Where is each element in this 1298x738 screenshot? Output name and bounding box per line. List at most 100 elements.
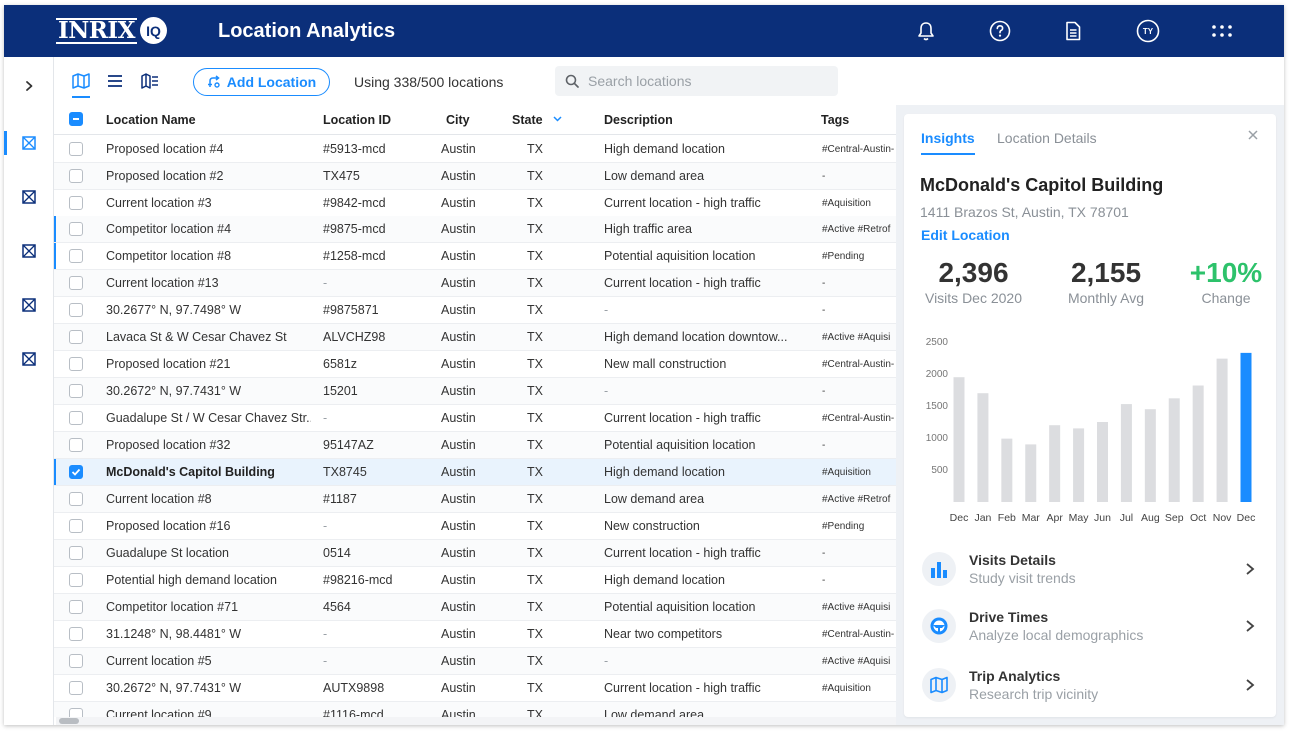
close-icon[interactable] — [1246, 128, 1260, 142]
select-all-checkbox[interactable] — [69, 112, 83, 126]
row-checkbox[interactable] — [69, 249, 83, 263]
tab-location-details[interactable]: Location Details — [997, 130, 1097, 146]
cell-state: TX — [527, 546, 543, 560]
chart-bar[interactable] — [977, 393, 989, 502]
horizontal-scrollbar[interactable] — [56, 717, 896, 725]
table-row[interactable]: Proposed location #2 TX475 Austin TX Low dem… — [54, 163, 896, 190]
split-view-icon[interactable] — [140, 71, 160, 91]
row-checkbox[interactable] — [69, 384, 83, 398]
row-checkbox[interactable] — [69, 546, 83, 560]
chart-bar[interactable] — [1216, 358, 1228, 502]
cell-state: TX — [527, 627, 543, 641]
add-location-button[interactable]: Add Location — [193, 68, 330, 96]
rail-item-5[interactable] — [4, 345, 54, 373]
chart-bar[interactable] — [1001, 438, 1013, 502]
chart-bar[interactable] — [1097, 422, 1108, 502]
table-row[interactable]: Guadalupe St / W Cesar Chavez Str... - Aus… — [54, 405, 896, 432]
table-row[interactable]: Proposed location #21 6581z Austin TX New ma… — [54, 351, 896, 378]
apps-grid-icon[interactable] — [1209, 18, 1235, 44]
table-row[interactable]: Competitor location #71 4564 Austin TX Poten… — [54, 594, 896, 621]
chart-bar[interactable] — [1192, 385, 1204, 502]
row-checkbox[interactable] — [69, 411, 83, 425]
row-checkbox[interactable] — [69, 357, 83, 371]
table-row[interactable]: Proposed location #32 95147AZ Austin TX Pote… — [54, 432, 896, 459]
list-view-icon[interactable] — [105, 71, 125, 91]
help-icon[interactable] — [987, 18, 1013, 44]
table-row[interactable]: 30.2672° N, 97.7431° W 15201 Austin TX - - — [54, 378, 896, 405]
row-checkbox[interactable] — [69, 142, 83, 156]
chart-bar[interactable] — [953, 377, 965, 502]
visits-details-link[interactable]: Visits Details Study visit trends — [920, 546, 1260, 592]
table-row[interactable]: Current location #5 - Austin TX - #Active #Aq… — [54, 648, 896, 675]
row-checkbox[interactable] — [69, 519, 83, 533]
chart-bar[interactable] — [1240, 352, 1252, 502]
chart-bar[interactable] — [1073, 428, 1085, 502]
drive-times-link[interactable]: Drive Times Analyze local demographics — [920, 603, 1260, 649]
edit-location-link[interactable]: Edit Location — [921, 227, 1010, 243]
table-row[interactable]: McDonald's Capitol Building TX8745 Austin T… — [54, 459, 896, 486]
cell-location-name: Current location #5 — [106, 654, 212, 668]
chart-bar[interactable] — [1120, 404, 1132, 502]
cell-city: Austin — [441, 276, 476, 290]
table-row[interactable]: 31.1248° N, 98.4481° W - Austin TX Near two … — [54, 621, 896, 648]
row-checkbox[interactable] — [69, 627, 83, 641]
table-row[interactable]: Competitor location #4 #9875-mcd Austin TX H… — [54, 216, 896, 243]
row-checkbox[interactable] — [69, 196, 83, 210]
table-row[interactable]: Current location #9 #1116-mcd Austin TX Low … — [54, 702, 896, 717]
row-checkbox[interactable] — [69, 681, 83, 695]
y-tick-label: 1000 — [926, 433, 949, 444]
row-checkbox[interactable] — [69, 492, 83, 506]
table-row[interactable]: 30.2677° N, 97.7498° W #9875871 Austin TX - - — [54, 297, 896, 324]
table-row[interactable]: Lavaca St & W Cesar Chavez St ALVCHZ98 Aus… — [54, 324, 896, 351]
row-checkbox[interactable] — [69, 465, 83, 479]
table-row[interactable]: Potential high demand location #98216-mcd… — [54, 567, 896, 594]
row-checkbox[interactable] — [69, 169, 83, 183]
rail-item-1[interactable] — [4, 129, 54, 157]
scrollbar-thumb[interactable] — [59, 718, 79, 724]
table-row[interactable]: Current location #3 #9842-mcd Austin TX Curr… — [54, 190, 896, 217]
inrix-logo[interactable]: INRIX IQ — [56, 17, 168, 44]
cell-location-id: #1116-mcd — [323, 708, 384, 717]
row-checkbox[interactable] — [69, 276, 83, 290]
tab-insights[interactable]: Insights — [921, 130, 975, 155]
row-checkbox[interactable] — [69, 303, 83, 317]
table-row[interactable]: Competitor location #8 #1258-mcd Austin TX P… — [54, 243, 896, 270]
search-input[interactable] — [588, 73, 828, 89]
document-icon[interactable] — [1060, 18, 1086, 44]
col-location-name[interactable]: Location Name — [106, 113, 196, 127]
expand-rail-chevron-icon[interactable] — [22, 79, 36, 93]
rail-item-3[interactable] — [4, 237, 54, 265]
chart-bar[interactable] — [1049, 425, 1061, 502]
col-city[interactable]: City — [446, 113, 470, 127]
bell-icon[interactable] — [913, 18, 939, 44]
x-tick-label: Jan — [974, 512, 991, 524]
table-row[interactable]: Current location #13 - Austin TX Current loc… — [54, 270, 896, 297]
cell-tags: - — [822, 440, 826, 451]
table-row[interactable]: 30.2672° N, 97.7431° W AUTX9898 Austin TX Cu… — [54, 675, 896, 702]
chart-bar[interactable] — [1168, 398, 1180, 502]
col-location-id[interactable]: Location ID — [323, 113, 392, 127]
row-checkbox[interactable] — [69, 330, 83, 344]
row-checkbox[interactable] — [69, 654, 83, 668]
row-checkbox[interactable] — [69, 708, 83, 717]
row-checkbox[interactable] — [69, 600, 83, 614]
map-view-icon[interactable] — [71, 71, 91, 98]
cell-tags: #Central-Austin- — [822, 144, 895, 155]
table-row[interactable]: Proposed location #4 #5913-mcd Austin TX Hig… — [54, 136, 896, 163]
rail-item-4[interactable] — [4, 291, 54, 319]
table-row[interactable]: Guadalupe St location 0514 Austin TX Current… — [54, 540, 896, 567]
chart-bar[interactable] — [1144, 409, 1156, 502]
table-row[interactable]: Proposed location #16 - Austin TX New constr… — [54, 513, 896, 540]
col-description[interactable]: Description — [604, 113, 673, 127]
user-avatar[interactable]: TY — [1135, 18, 1161, 44]
table-row[interactable]: Current location #8 #1187 Austin TX Low dema… — [54, 486, 896, 513]
sort-chevron-down-icon[interactable] — [553, 116, 562, 122]
col-tags[interactable]: Tags — [821, 113, 850, 127]
rail-item-2[interactable] — [4, 183, 54, 211]
chart-bar[interactable] — [1025, 444, 1037, 502]
col-state[interactable]: State — [512, 113, 543, 127]
row-checkbox[interactable] — [69, 222, 83, 236]
trip-analytics-link[interactable]: Trip Analytics Research trip vicinity — [920, 662, 1260, 708]
row-checkbox[interactable] — [69, 438, 83, 452]
row-checkbox[interactable] — [69, 573, 83, 587]
